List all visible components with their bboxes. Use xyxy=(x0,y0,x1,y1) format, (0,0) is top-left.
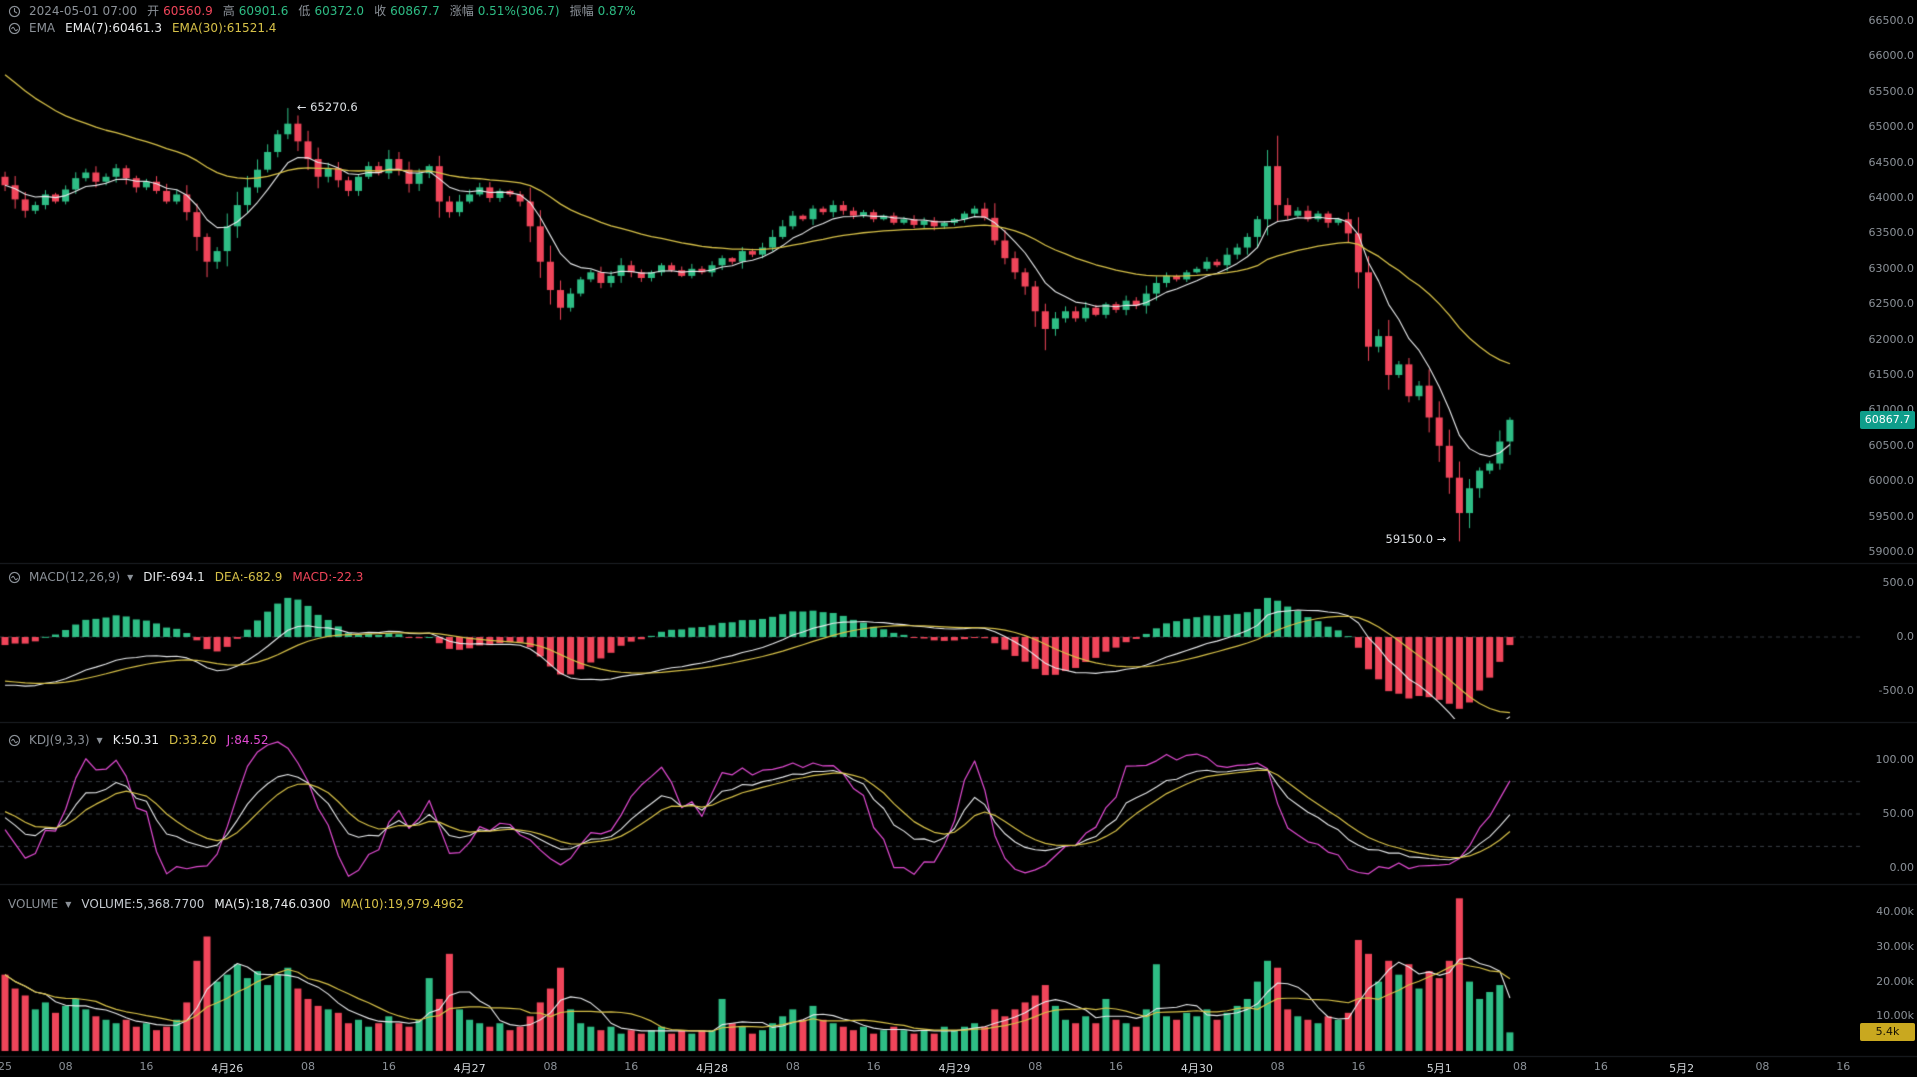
price-axis-label: 61500.0 xyxy=(1868,368,1915,381)
chevron-down-icon[interactable]: ▼ xyxy=(96,736,103,745)
kdj-j-value: J:84.52 xyxy=(226,733,269,747)
high-price-annotation: ← 65270.6 xyxy=(296,100,358,115)
volume-axis-label: 20.00k xyxy=(1876,974,1914,988)
macd-axis-label: 0.0 xyxy=(1896,630,1915,643)
kdj-axis-label: 100.00 xyxy=(1875,753,1915,766)
ema7-value: EMA(7):60461.3 xyxy=(65,21,162,35)
time-axis-label: 5月1 xyxy=(1426,1062,1452,1075)
change-value: 0.51%(306.7) xyxy=(477,4,560,18)
price-axis-label: 60500.0 xyxy=(1868,438,1915,452)
price-axis-label: 65500.0 xyxy=(1868,84,1915,98)
current-volume-tag: 5.4k xyxy=(1860,1023,1915,1042)
volume-axis-label: 10.00k xyxy=(1876,1009,1914,1023)
ema30-value: EMA(30):61521.4 xyxy=(171,21,277,35)
price-axis-label: 62000.0 xyxy=(1868,332,1915,346)
kdj-axis-label: 50.00 xyxy=(1882,807,1915,820)
time-axis-label: 16 xyxy=(866,1060,881,1073)
time-axis-label: 4月27 xyxy=(453,1062,486,1075)
price-axis-label: 60000.0 xyxy=(1868,474,1915,488)
chevron-down-icon[interactable]: ▼ xyxy=(127,573,134,582)
macd-dif-value: DIF:-694.1 xyxy=(143,570,205,584)
high-label: 高 xyxy=(222,4,235,18)
kdj-axis-label: 0.00 xyxy=(1889,861,1915,874)
volume-title: VOLUME xyxy=(8,897,59,911)
macd-axis-label: 500.0 xyxy=(1882,576,1915,589)
close-value: 60867.7 xyxy=(390,4,440,18)
kdj-d-value: D:33.20 xyxy=(168,733,217,747)
kdj-title: KDJ(9,3,3) xyxy=(29,733,90,747)
low-label: 低 xyxy=(298,4,311,18)
kdj-k-value: K:50.31 xyxy=(112,733,159,747)
ema-indicator-icon[interactable] xyxy=(8,22,21,35)
last-price-tag: 60867.7 xyxy=(1860,410,1915,429)
time-axis-label: 5月2 xyxy=(1669,1062,1695,1075)
time-axis-label: 4月30 xyxy=(1180,1062,1213,1075)
clock-icon[interactable] xyxy=(8,5,21,18)
amplitude-value: 0.87% xyxy=(597,4,636,18)
volume-info-bar: VOLUME ▼ VOLUME:5,368.7700 MA(5):18,746.0… xyxy=(8,897,464,912)
ema-title: EMA xyxy=(29,21,56,35)
volume-axis-label: 40.00k xyxy=(1876,905,1914,919)
time-axis-label: 16 xyxy=(381,1060,396,1073)
time-axis-label: 25 xyxy=(0,1060,13,1073)
macd-info-bar: MACD(12,26,9) ▼ DIF:-694.1 DEA:-682.9 MAC… xyxy=(8,570,363,585)
time-axis-label: 4月26 xyxy=(211,1062,244,1075)
time-axis-label: 4月29 xyxy=(938,1062,971,1075)
ema-info-bar: EMA EMA(7):60461.3 EMA(30):61521.4 xyxy=(8,21,276,36)
time-axis-label: 08 xyxy=(58,1060,73,1073)
price-axis-label: 64500.0 xyxy=(1868,155,1915,169)
price-axis-label: 59500.0 xyxy=(1868,509,1915,523)
price-axis-label: 66000.0 xyxy=(1868,49,1915,63)
price-axis-label: 65000.0 xyxy=(1868,120,1915,134)
macd-hist-value: MACD:-22.3 xyxy=(292,570,364,584)
price-axis-label: 62500.0 xyxy=(1868,297,1915,311)
macd-axis-label: -500.0 xyxy=(1878,684,1914,697)
change-label: 涨幅 xyxy=(449,4,474,18)
time-axis[interactable]: 25 08 16 4月26 08 16 4月27 08 16 4月28 08 16 4月29 08 16 4月… xyxy=(0,1057,1860,1077)
close-label: 收 xyxy=(374,4,387,18)
low-price-annotation: 59150.0 → xyxy=(1385,532,1447,547)
candle-timestamp: 2024-05-01 07:00 xyxy=(29,4,138,18)
macd-title: MACD(12,26,9) xyxy=(29,570,121,584)
time-axis-label: 08 xyxy=(543,1060,558,1073)
time-axis-label: 16 xyxy=(1836,1060,1851,1073)
ohlc-info-bar: 2024-05-01 07:00 开 60560.9 高 60901.6 低 6037… xyxy=(8,4,636,19)
time-axis-label: 08 xyxy=(301,1060,316,1073)
price-axis[interactable]: 66500.0 66000.0 65500.0 65000.0 64500.0 64000… xyxy=(1860,0,1917,1056)
kdj-indicator-icon[interactable] xyxy=(8,734,21,747)
time-axis-label: 08 xyxy=(1755,1060,1770,1073)
time-axis-label: 16 xyxy=(1109,1060,1124,1073)
volume-ma10-value: MA(10):19,979.4962 xyxy=(340,897,464,911)
kdj-info-bar: KDJ(9,3,3) ▼ K:50.31 D:33.20 J:84.52 xyxy=(8,733,269,748)
time-axis-label: 08 xyxy=(1270,1060,1285,1073)
open-label: 开 xyxy=(147,4,160,18)
price-axis-label: 59000.0 xyxy=(1868,545,1915,558)
price-axis-label: 64000.0 xyxy=(1868,191,1915,204)
time-axis-label: 16 xyxy=(1351,1060,1366,1073)
low-value: 60372.0 xyxy=(314,4,365,18)
price-axis-label: 63500.0 xyxy=(1868,226,1915,240)
time-axis-label: 08 xyxy=(1028,1060,1043,1073)
price-axis-label: 63000.0 xyxy=(1868,261,1915,275)
high-value: 60901.6 xyxy=(238,4,289,18)
macd-dea-value: DEA:-682.9 xyxy=(214,570,283,584)
open-value: 60560.9 xyxy=(163,4,213,18)
time-axis-label: 16 xyxy=(624,1060,639,1073)
volume-axis-label: 30.00k xyxy=(1876,939,1914,953)
price-axis-label: 66500.0 xyxy=(1868,14,1915,27)
time-axis-label: 4月28 xyxy=(696,1062,729,1075)
amplitude-label: 振幅 xyxy=(569,4,594,18)
volume-value: VOLUME:5,368.7700 xyxy=(81,897,205,911)
time-axis-label: 08 xyxy=(1513,1060,1528,1073)
time-axis-label: 16 xyxy=(139,1060,154,1073)
time-axis-label: 08 xyxy=(785,1060,800,1073)
chevron-down-icon[interactable]: ▼ xyxy=(65,900,72,909)
macd-indicator-icon[interactable] xyxy=(8,571,21,584)
time-axis-label: 16 xyxy=(1593,1060,1608,1073)
volume-ma5-value: MA(5):18,746.0300 xyxy=(214,897,331,911)
